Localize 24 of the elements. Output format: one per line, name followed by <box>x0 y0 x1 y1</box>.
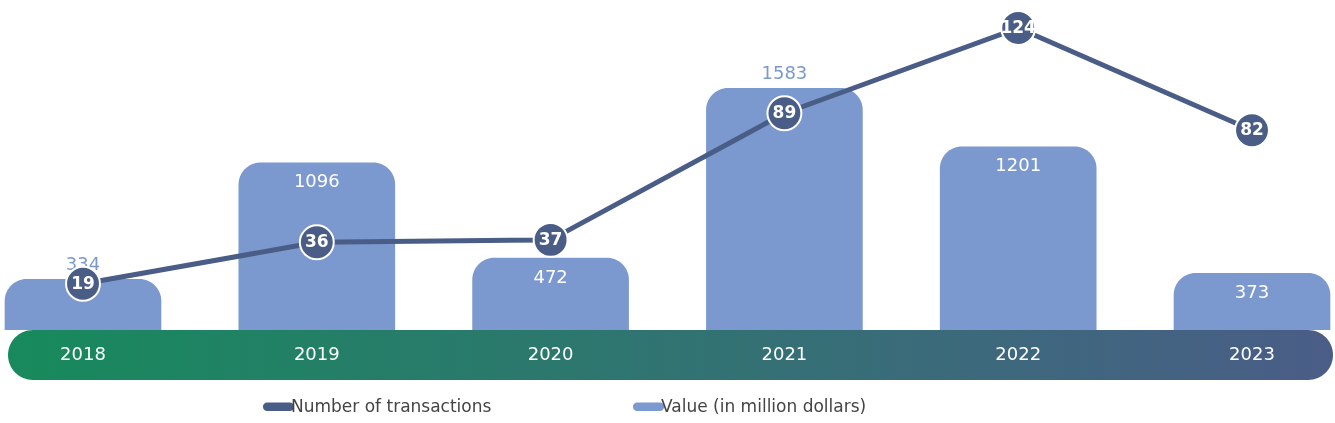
legend-label: Value (in million dollars) <box>661 395 867 416</box>
legend-label: Number of transactions <box>291 395 492 416</box>
data-label: 37 <box>538 228 563 249</box>
x-tick-label: 2023 <box>1229 343 1275 364</box>
data-label: 36 <box>304 231 329 252</box>
data-label: 373 <box>1234 280 1270 302</box>
bar <box>238 162 396 330</box>
data-label: 472 <box>533 265 568 287</box>
x-tick-label: 2018 <box>60 343 106 364</box>
bar <box>706 88 863 330</box>
x-tick-label: 2020 <box>527 343 574 364</box>
bar <box>4 278 162 330</box>
bar <box>939 146 1097 330</box>
x-tick-label: 2019 <box>293 343 340 364</box>
data-label: 82 <box>1240 119 1264 140</box>
bar <box>472 257 629 330</box>
data-label: 1583 <box>761 62 808 83</box>
data-label: 1096 <box>293 170 340 192</box>
bar <box>1173 272 1331 330</box>
data-label: 89 <box>772 102 797 123</box>
x-tick-label: 2022 <box>995 343 1042 364</box>
data-label: 19 <box>71 272 95 293</box>
x-tick-label: 2021 <box>761 343 808 364</box>
data-label: 1201 <box>995 154 1042 176</box>
